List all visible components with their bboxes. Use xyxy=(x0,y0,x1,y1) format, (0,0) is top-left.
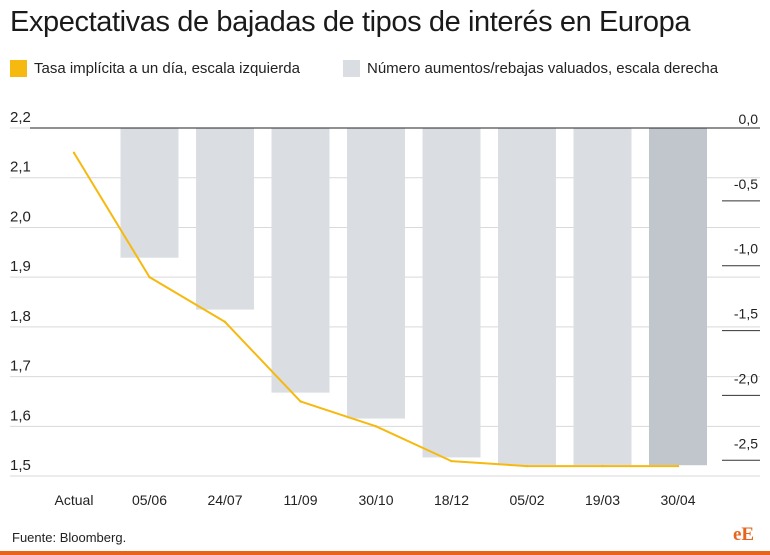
x-axis-tick-label: 05/06 xyxy=(132,492,167,508)
left-axis-tick-label: 1,7 xyxy=(10,358,31,375)
left-axis-tick-label: 2,2 xyxy=(10,109,31,126)
bar xyxy=(120,128,179,258)
brand-bar xyxy=(0,551,770,555)
bar xyxy=(196,128,254,310)
bar xyxy=(498,128,556,466)
line-point xyxy=(72,151,76,155)
line-point xyxy=(299,400,302,403)
line-point xyxy=(676,464,680,468)
bar xyxy=(347,128,405,419)
line-point xyxy=(450,459,453,463)
bar xyxy=(573,128,632,466)
left-axis-tick-label: 1,8 xyxy=(10,308,31,325)
right-axis-tick-label: -2,0 xyxy=(734,370,758,386)
source-note: Fuente: Bloomberg. xyxy=(12,530,127,545)
legend-swatch-line xyxy=(10,60,27,77)
x-axis-tick-label: 30/04 xyxy=(660,492,695,508)
x-axis-tick-label: Actual xyxy=(55,492,94,508)
legend-label-bars: Número aumentos/rebajas valuados, escala… xyxy=(367,60,719,77)
legend-label-line: Tasa implícita a un día, escala izquierd… xyxy=(34,60,300,77)
right-axis-tick-label: -1,5 xyxy=(734,306,758,322)
x-axis-tick-label: 11/09 xyxy=(284,492,318,508)
x-axis-tick-label: 24/07 xyxy=(207,492,242,508)
left-axis-tick-label: 2,1 xyxy=(10,159,31,176)
line-point xyxy=(525,464,529,468)
line-point xyxy=(223,320,227,324)
legend-swatch-bars xyxy=(343,60,360,77)
line-point xyxy=(601,464,604,468)
x-axis-tick-label: 19/03 xyxy=(585,492,620,508)
left-axis-tick-label: 2,0 xyxy=(10,208,31,225)
right-axis-tick-label: 0,0 xyxy=(739,111,759,127)
legend-item-line: Tasa implícita a un día, escala izquierd… xyxy=(10,60,300,77)
bar xyxy=(422,128,481,458)
legend-item-bars: Número aumentos/rebajas valuados, escala… xyxy=(343,60,718,77)
bar xyxy=(649,128,707,466)
line-point xyxy=(148,275,151,279)
right-axis-tick-label: -2,5 xyxy=(734,435,758,451)
left-axis-tick-label: 1,5 xyxy=(10,457,31,474)
chart-title: Expectativas de bajadas de tipos de inte… xyxy=(10,6,691,38)
x-axis-tick-label: 05/02 xyxy=(509,492,544,508)
left-axis-tick-label: 1,9 xyxy=(10,258,31,275)
right-axis-tick-label: -0,5 xyxy=(734,176,758,192)
left-axis-tick-label: 1,6 xyxy=(10,407,31,424)
bar xyxy=(271,128,330,393)
x-axis-tick-label: 30/10 xyxy=(358,492,393,508)
chart-plot: 0,0 -0,5 -1,0 -1,5 -2,0 -2,5 2,2 2,1 2,0 1,9 1,8 1,… xyxy=(10,109,760,508)
brand-logo: eE xyxy=(733,524,755,545)
right-axis-tick-label: -1,0 xyxy=(734,241,758,257)
line-point xyxy=(374,425,378,428)
x-axis-tick-label: 18/12 xyxy=(434,492,469,508)
